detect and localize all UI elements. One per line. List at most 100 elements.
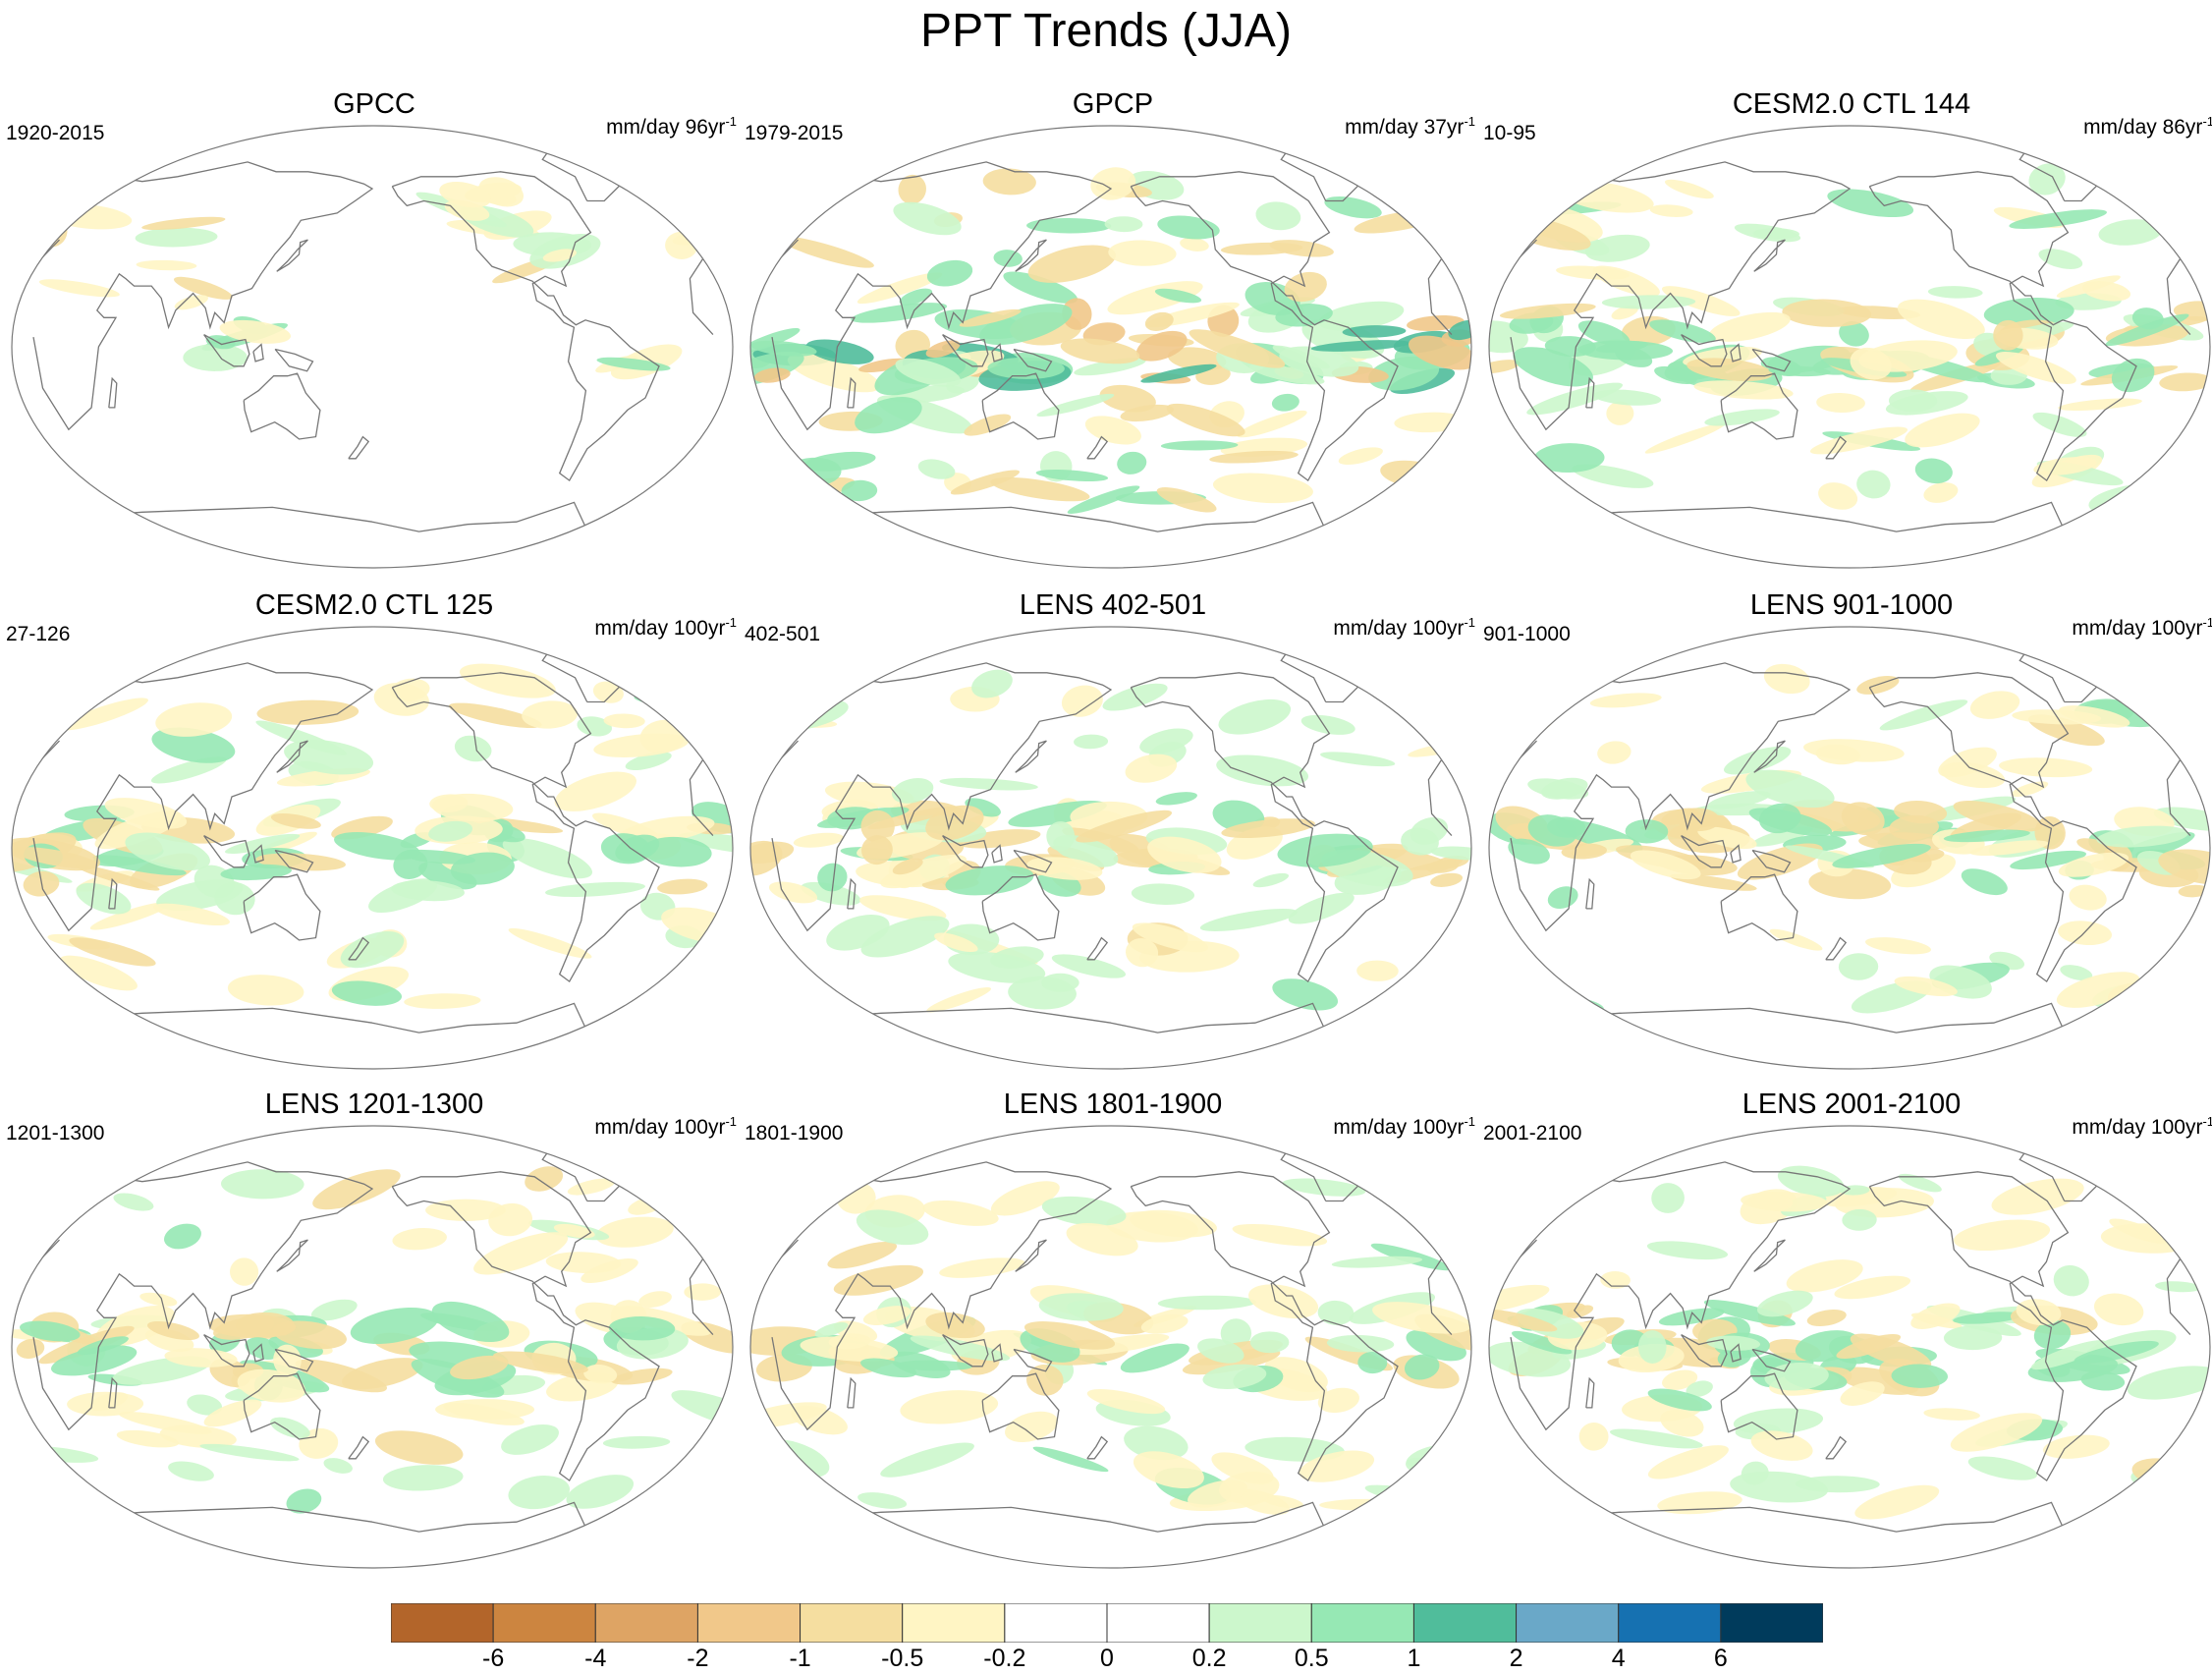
trend-blob bbox=[174, 295, 209, 310]
coastline bbox=[2163, 230, 2168, 241]
panel-title: GPCP bbox=[1072, 88, 1154, 120]
trend-blob bbox=[592, 681, 624, 703]
coastline bbox=[674, 1203, 689, 1226]
map-boundary bbox=[1488, 626, 2211, 1070]
trend-blob bbox=[1356, 960, 1399, 981]
trend-blob bbox=[1513, 992, 1604, 1016]
trend-blob bbox=[900, 1390, 999, 1424]
coastline bbox=[243, 1372, 321, 1440]
unit-exponent: -1 bbox=[2202, 1114, 2212, 1129]
trend-blob bbox=[750, 840, 783, 876]
trend-blob bbox=[990, 946, 1044, 969]
trend-blob bbox=[1991, 1178, 2084, 1215]
trend-blob bbox=[801, 881, 861, 906]
map-figure bbox=[1488, 626, 2211, 1070]
coastline bbox=[2163, 1230, 2168, 1241]
trend-field bbox=[750, 669, 1471, 1013]
trend-blob bbox=[404, 993, 481, 1009]
panel-unit: mm/day 37yr-1 bbox=[1345, 114, 1475, 140]
trend-blob bbox=[892, 858, 923, 875]
trend-blob bbox=[1527, 814, 1577, 847]
trend-blob bbox=[553, 1223, 595, 1239]
trend-blob bbox=[136, 259, 197, 271]
coastline bbox=[942, 835, 989, 868]
trend-blob bbox=[1601, 295, 1696, 309]
colorbar-box-4 bbox=[800, 1603, 904, 1643]
trend-blob bbox=[1745, 769, 1835, 809]
trend-blob bbox=[16, 1338, 45, 1359]
trend-blob bbox=[925, 1312, 985, 1339]
trend-blob bbox=[2096, 825, 2188, 848]
coastline bbox=[991, 1343, 1003, 1363]
trend-blob bbox=[1026, 857, 1103, 880]
coastline bbox=[847, 376, 857, 409]
trend-blob bbox=[1129, 1209, 1217, 1238]
trend-blob bbox=[1135, 330, 1188, 362]
trend-blob bbox=[817, 863, 848, 892]
panel-title: CESM2.0 CTL 125 bbox=[254, 589, 494, 621]
trend-blob bbox=[1894, 976, 1958, 997]
unit-text: mm/day 100yr bbox=[2072, 1116, 2203, 1139]
coastline bbox=[32, 662, 374, 932]
trend-blob bbox=[1578, 1423, 1609, 1451]
trend-blob bbox=[1796, 1476, 1880, 1493]
trend-blob bbox=[917, 459, 956, 479]
trend-blob bbox=[1898, 1173, 1942, 1193]
trend-blob bbox=[1249, 363, 1325, 385]
trend-field bbox=[1489, 1165, 2210, 1520]
trend-blob bbox=[1512, 1330, 1573, 1355]
coastlines bbox=[32, 143, 714, 534]
unit-text: mm/day 100yr bbox=[1333, 1116, 1465, 1139]
panel-period: 10-95 bbox=[1483, 122, 1536, 144]
coastline bbox=[1110, 1501, 1329, 1535]
coastline bbox=[2151, 1203, 2166, 1226]
colorbar-tick-label: -1 bbox=[789, 1645, 811, 1672]
coastline bbox=[818, 1007, 1112, 1024]
trend-blob bbox=[899, 288, 933, 306]
trend-blob bbox=[1768, 365, 1831, 377]
coastline bbox=[1086, 435, 1109, 460]
trend-blob bbox=[1067, 485, 1140, 514]
coastline bbox=[348, 435, 370, 460]
trend-blob bbox=[1086, 1389, 1166, 1415]
trend-blob bbox=[1271, 393, 1300, 412]
trend-blob bbox=[1023, 1321, 1116, 1350]
coastline bbox=[371, 501, 590, 534]
coastline bbox=[371, 1501, 590, 1535]
trend-blob bbox=[1324, 196, 1382, 219]
trend-blob bbox=[1005, 1411, 1058, 1442]
coastline bbox=[1720, 873, 1798, 941]
trend-blob bbox=[1858, 340, 1958, 372]
trend-blob bbox=[987, 357, 1065, 379]
map-panel: LENS 402-501 402-501 mm/day 100yr-1 bbox=[745, 589, 1481, 1081]
trend-blob bbox=[634, 693, 721, 709]
coastline bbox=[1730, 1343, 1742, 1363]
unit-text: mm/day 37yr bbox=[1345, 116, 1465, 139]
trend-blob bbox=[1279, 346, 1359, 377]
trend-blob bbox=[638, 1291, 672, 1308]
coastline bbox=[108, 376, 118, 409]
coastline bbox=[1013, 348, 1053, 372]
trend-blob bbox=[982, 168, 1036, 195]
trend-blob bbox=[230, 1257, 259, 1286]
trend-blob bbox=[1865, 937, 1931, 955]
trend-blob bbox=[1404, 1354, 1440, 1380]
panel-unit: mm/day 100yr-1 bbox=[2072, 1114, 2212, 1140]
coastline bbox=[1681, 1334, 1728, 1368]
coastline bbox=[1412, 1203, 1427, 1226]
map-panel: LENS 1801-1900 1801-1900 mm/day 100yr-1 bbox=[745, 1089, 1481, 1580]
trend-blob bbox=[1950, 1413, 2043, 1452]
unit-exponent: -1 bbox=[2202, 114, 2212, 129]
trend-blob bbox=[155, 702, 233, 737]
trend-blob bbox=[859, 895, 947, 921]
colorbar-box-9 bbox=[1310, 1603, 1414, 1643]
trend-blob bbox=[1595, 341, 1648, 354]
trend-blob bbox=[1839, 321, 1869, 347]
trend-blob bbox=[1489, 1284, 1550, 1313]
trend-blob bbox=[861, 835, 893, 865]
trend-blob bbox=[1660, 1409, 1704, 1437]
trend-blob bbox=[1166, 403, 1245, 437]
trend-blob bbox=[642, 836, 712, 867]
trend-blob bbox=[508, 927, 592, 959]
panel-period: 27-126 bbox=[6, 623, 71, 645]
